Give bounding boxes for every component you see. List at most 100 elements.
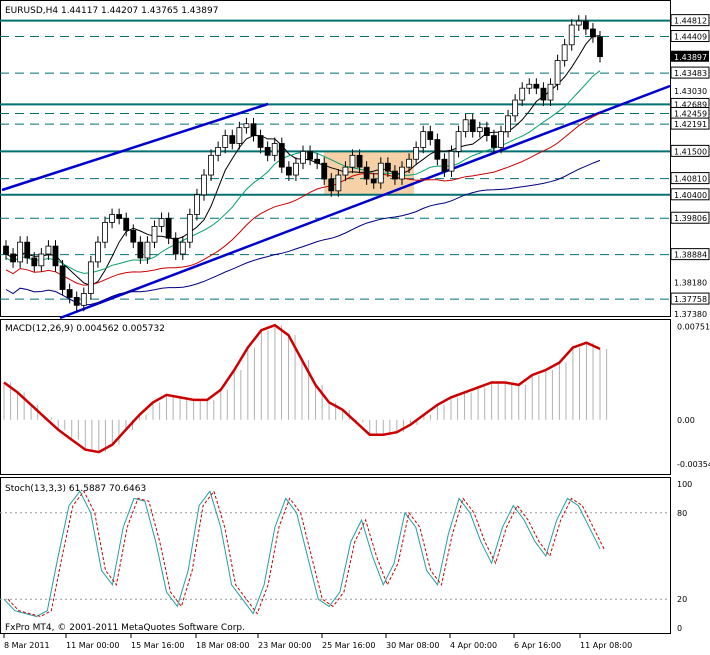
candle-body	[17, 241, 24, 263]
candle-body	[59, 265, 66, 290]
candle-body	[80, 293, 87, 306]
candle-body	[158, 218, 165, 227]
level-tag	[670, 66, 710, 79]
candle-body	[399, 166, 405, 180]
candle-body	[462, 119, 469, 133]
candle-body	[201, 174, 207, 196]
candle-body	[229, 135, 236, 144]
level-label: 1.44812	[674, 17, 707, 26]
candle-body	[476, 127, 483, 133]
scale-label: 1.37380	[674, 310, 707, 319]
candle-body	[597, 36, 603, 58]
candle-body	[38, 253, 45, 267]
level-label: 1.43483	[674, 69, 707, 78]
macd-signal-line	[3, 323, 601, 454]
candle-body	[250, 123, 257, 136]
candle-body	[335, 174, 342, 192]
time-label: 15 Mar 16:00	[131, 641, 184, 650]
candle-body	[45, 245, 52, 255]
time-label: 18 Mar 08:00	[196, 641, 249, 650]
candle-body	[321, 162, 328, 180]
candle-body	[172, 237, 179, 255]
candle-body	[66, 289, 73, 298]
candle-body	[491, 135, 497, 148]
time-axis: 8 Mar 2011 11 Mar 00:00 15 Mar 16:00 18 Mar…	[3, 634, 632, 650]
candle-body	[342, 166, 349, 176]
macd-indicator: 0.00751 0.00 -0.00354	[3, 322, 710, 469]
candle-body	[236, 127, 243, 144]
candle-body	[469, 119, 476, 133]
candle-body	[441, 158, 448, 172]
candle-body	[52, 245, 59, 267]
time-label: 11 Mar 00:00	[66, 641, 119, 650]
level-tag	[670, 144, 710, 157]
candle-body	[3, 245, 9, 255]
candle-body	[582, 20, 589, 30]
stoch-panel	[0, 477, 671, 634]
stoch-main-line	[3, 490, 601, 618]
candle-body	[257, 135, 264, 148]
candle-body	[151, 225, 158, 243]
scale-label: 1.43030	[674, 87, 707, 96]
candle-body	[300, 150, 306, 164]
level-tag	[670, 117, 710, 130]
candle-body	[144, 241, 151, 259]
level-tag	[670, 248, 710, 261]
stoch-indicator: 100 80 20 0	[0, 480, 692, 633]
time-label: 25 Mar 16:00	[322, 641, 375, 650]
candle-body	[10, 253, 16, 263]
candle-body	[413, 147, 420, 160]
moving-average-line	[5, 112, 601, 286]
current-price-tag	[671, 50, 709, 62]
level-tag	[670, 30, 710, 43]
stoch-scale-label: 0	[677, 624, 682, 633]
candle-body	[285, 166, 292, 176]
candle-body	[540, 87, 547, 101]
candle-body	[307, 150, 313, 160]
level-label: 1.42459	[674, 110, 707, 119]
candle-body	[215, 147, 222, 156]
candle-body	[137, 241, 144, 259]
candle-body	[420, 131, 427, 148]
candle-body	[222, 135, 229, 148]
candle-body	[130, 229, 137, 243]
current-price-label: 1.43897	[674, 53, 707, 62]
candle-body	[116, 214, 123, 219]
candle-body	[356, 154, 363, 168]
candle-body	[24, 241, 31, 259]
stoch-signal-line	[7, 490, 605, 618]
time-label: 4 Apr 00:00	[450, 641, 497, 650]
candle-body	[427, 131, 434, 140]
time-label: 6 Apr 16:00	[514, 641, 561, 650]
time-label: 8 Mar 2011	[4, 641, 50, 650]
candle-body	[95, 241, 101, 263]
moving-average-line	[5, 159, 601, 306]
level-label: 1.42689	[674, 100, 707, 109]
lower-trendline	[59, 84, 671, 320]
stoch-header: Stoch(13,3,3) 61.5887 70.6463	[5, 484, 146, 494]
level-label: 1.39806	[674, 214, 707, 223]
candle-body	[123, 218, 130, 231]
candle-body	[363, 166, 370, 180]
candle-body	[264, 147, 271, 156]
candle-body	[243, 123, 250, 129]
candle-body	[434, 139, 441, 160]
candle-body	[165, 218, 172, 239]
level-tag	[670, 172, 710, 185]
trendlines	[1, 84, 671, 320]
level-tag	[670, 292, 710, 305]
level-label: 1.44409	[674, 33, 707, 42]
candle-body	[377, 162, 384, 184]
stoch-scale-label: 80	[677, 509, 687, 518]
candle-body	[208, 154, 214, 176]
scale-label: 1.38180	[674, 278, 707, 287]
moving-averages	[5, 35, 601, 306]
level-label: 1.41500	[674, 147, 707, 156]
level-tag	[670, 211, 710, 224]
candle-body	[328, 178, 335, 192]
candle-body	[406, 158, 412, 168]
candle-body	[87, 261, 94, 294]
candle-body	[194, 194, 200, 215]
